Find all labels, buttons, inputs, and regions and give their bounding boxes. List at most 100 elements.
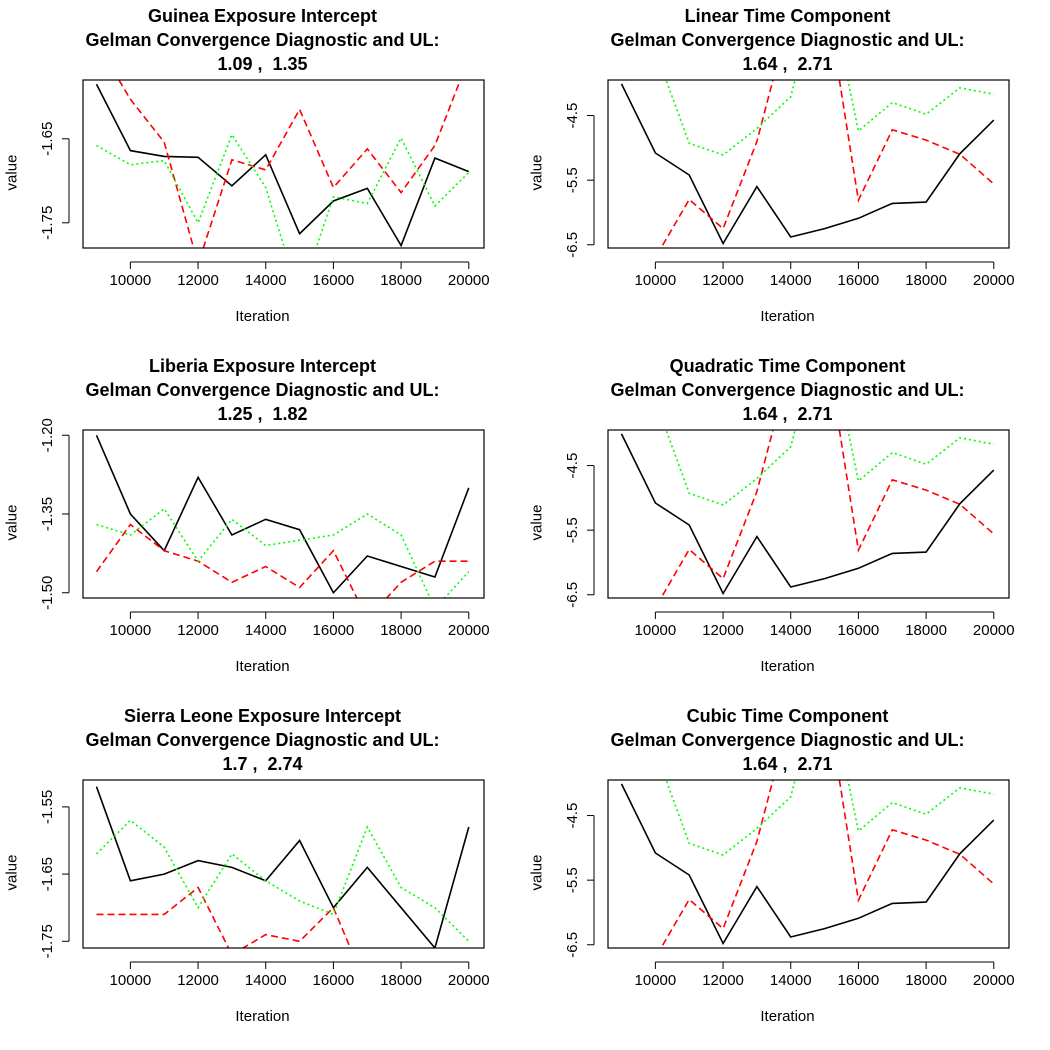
x-tick-label: 12000 (702, 272, 744, 289)
series-line-3 (96, 132, 470, 248)
plot-frame (82, 779, 485, 949)
trace-plot: 10000 12000 14000 16000 18000 20000 -6.5 -5.5 -4… (564, 79, 1015, 289)
panel-title: Linear Time Component (684, 6, 891, 26)
series-line-3 (95, 819, 470, 942)
panel-title: Quadratic Time Component (669, 356, 906, 376)
x-tick-label: 10000 (635, 622, 677, 639)
panel-diagnostic-values: 1.09 , 1.35 (217, 54, 308, 74)
y-tick-label: -1.65 (39, 122, 56, 156)
panel-subtitle: Gelman Convergence Diagnostic and UL: (85, 30, 440, 50)
trace-panel-guinea-exposure-intercept: Guinea Exposure Intercept Gelman Converg… (0, 0, 525, 350)
x-tick-label: 14000 (245, 272, 287, 289)
x-tick-label: 16000 (313, 622, 355, 639)
panel-diagnostic-values: 1.64 , 2.71 (742, 754, 833, 774)
panel-diagnostic-values: 1.64 , 2.71 (742, 54, 833, 74)
panel-title: Liberia Exposure Intercept (148, 356, 377, 376)
trace-panel-liberia-exposure-intercept: Liberia Exposure Intercept Gelman Conver… (0, 350, 525, 700)
panel-diagnostic-values: 1.25 , 1.82 (217, 404, 308, 424)
series-line-2 (660, 430, 995, 598)
trace-panel-quadratic-time-component: Quadratic Time Component Gelman Converge… (525, 350, 1050, 700)
trace-panel-linear-time-component: Linear Time Component Gelman Convergence… (525, 0, 1050, 350)
x-tick-label: 14000 (770, 972, 812, 989)
trace-panel-sierra-leone-exposure-intercept: Sierra Leone Exposure Intercept Gelman C… (0, 700, 525, 1050)
panel-subtitle: Gelman Convergence Diagnostic and UL: (85, 380, 440, 400)
x-axis-label: Iteration (760, 658, 815, 675)
series-lines (95, 80, 470, 248)
panel-subtitle: Gelman Convergence Diagnostic and UL: (610, 730, 965, 750)
y-axis-label: value (528, 154, 546, 191)
y-tick-label: -1.75 (39, 924, 56, 958)
series-line-1 (620, 783, 995, 946)
series-line-3 (665, 80, 994, 156)
x-tick-label: 16000 (838, 272, 880, 289)
series-lines (620, 430, 995, 598)
x-axis-label: Iteration (760, 1008, 815, 1025)
y-axis-label: value (528, 504, 546, 541)
x-tick-label: 10000 (110, 272, 152, 289)
y-tick-label: -5.5 (564, 867, 581, 893)
series-line-2 (96, 886, 437, 948)
x-tick-label: 12000 (702, 972, 744, 989)
x-tick-label: 20000 (448, 622, 490, 639)
series-line-1 (95, 83, 470, 248)
x-tick-label: 20000 (448, 272, 490, 289)
x-tick-label: 18000 (380, 622, 422, 639)
y-axis-label: value (3, 854, 21, 891)
x-tick-label: 18000 (905, 972, 947, 989)
x-tick-label: 18000 (380, 272, 422, 289)
x-tick-label: 10000 (635, 972, 677, 989)
y-tick-label: -1.75 (39, 206, 56, 240)
series-line-2 (118, 80, 462, 248)
y-tick-label: -4.5 (564, 803, 581, 829)
x-axis-label: Iteration (235, 658, 290, 675)
series-lines (620, 80, 995, 248)
y-tick-label: -5.5 (564, 167, 581, 193)
trace-plot: 10000 12000 14000 16000 18000 20000 -6.5 -5.5 -4… (564, 429, 1015, 639)
series-line-3 (665, 780, 994, 856)
x-tick-label: 16000 (838, 622, 880, 639)
x-tick-label: 20000 (973, 272, 1015, 289)
x-tick-label: 12000 (177, 622, 219, 639)
series-lines (95, 434, 470, 598)
series-line-1 (95, 434, 470, 595)
series-line-1 (95, 786, 470, 948)
y-tick-label: -1.55 (39, 790, 56, 824)
series-line-2 (660, 80, 995, 248)
panel-diagnostic-values: 1.64 , 2.71 (742, 404, 833, 424)
x-tick-label: 20000 (973, 622, 1015, 639)
series-line-1 (620, 433, 995, 596)
y-tick-label: -1.50 (39, 576, 56, 610)
plot-frame (607, 779, 1010, 949)
trace-plot: 10000 12000 14000 16000 18000 20000 -1.50 -1.35… (39, 418, 490, 639)
x-tick-label: 14000 (770, 622, 812, 639)
x-tick-label: 14000 (770, 272, 812, 289)
series-line-2 (95, 523, 469, 598)
x-axis-label: Iteration (760, 308, 815, 325)
trace-plot: 10000 12000 14000 16000 18000 20000 -6.5 -5.5 -4… (564, 779, 1015, 989)
x-tick-label: 10000 (110, 972, 152, 989)
x-axis-label: Iteration (235, 1008, 290, 1025)
x-tick-label: 18000 (905, 622, 947, 639)
series-lines (95, 786, 470, 948)
y-tick-label: -5.5 (564, 517, 581, 543)
panel-title: Sierra Leone Exposure Intercept (123, 706, 402, 726)
panel-subtitle: Gelman Convergence Diagnostic and UL: (610, 30, 965, 50)
x-tick-label: 18000 (380, 972, 422, 989)
series-line-3 (665, 430, 994, 506)
y-axis-label: value (3, 504, 21, 541)
trace-plot: 10000 12000 14000 16000 18000 20000 -1.75 -1.65 (39, 79, 490, 289)
panel-title: Cubic Time Component (686, 706, 889, 726)
y-tick-label: -6.5 (564, 582, 581, 608)
series-lines (620, 780, 995, 948)
x-tick-label: 16000 (838, 972, 880, 989)
x-tick-label: 20000 (448, 972, 490, 989)
y-tick-label: -1.20 (39, 418, 56, 452)
plot-frame (607, 79, 1010, 249)
trace-panel-cubic-time-component: Cubic Time Component Gelman Convergence … (525, 700, 1050, 1050)
y-tick-label: -6.5 (564, 932, 581, 958)
y-tick-label: -1.65 (39, 857, 56, 891)
x-tick-label: 12000 (177, 272, 219, 289)
x-axis-label: Iteration (235, 308, 290, 325)
series-line-3 (96, 507, 470, 598)
